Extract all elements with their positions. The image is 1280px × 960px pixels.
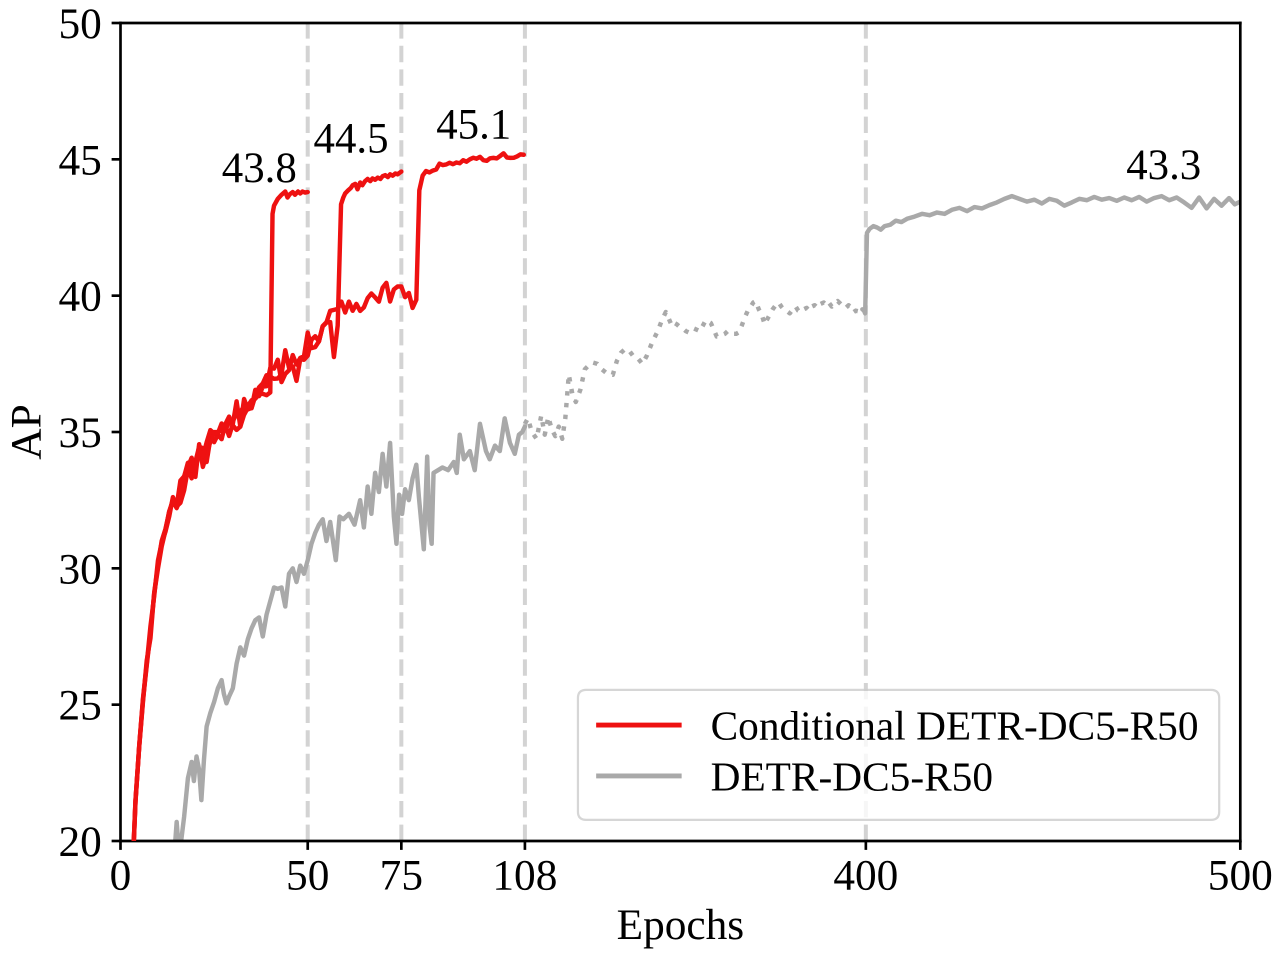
svg-text:AP: AP: [2, 404, 50, 459]
svg-text:45.1: 45.1: [436, 102, 511, 149]
svg-text:108: 108: [492, 852, 557, 900]
svg-text:400: 400: [833, 852, 898, 900]
svg-text:50: 50: [286, 852, 329, 900]
svg-text:50: 50: [59, 0, 102, 48]
svg-text:25: 25: [59, 682, 102, 730]
svg-text:DETR-DC5-R50: DETR-DC5-R50: [711, 753, 993, 799]
svg-text:20: 20: [59, 818, 102, 866]
svg-text:43.3: 43.3: [1126, 142, 1201, 189]
svg-text:75: 75: [380, 852, 423, 900]
svg-text:Conditional DETR-DC5-R50: Conditional DETR-DC5-R50: [711, 702, 1199, 748]
svg-text:44.5: 44.5: [314, 115, 389, 162]
svg-text:40: 40: [59, 273, 102, 321]
svg-text:43.8: 43.8: [222, 145, 297, 192]
svg-text:Epochs: Epochs: [617, 901, 745, 949]
svg-text:500: 500: [1208, 852, 1273, 900]
svg-text:0: 0: [110, 852, 132, 900]
svg-text:45: 45: [59, 136, 102, 184]
svg-text:35: 35: [59, 409, 102, 457]
svg-text:30: 30: [59, 545, 102, 593]
